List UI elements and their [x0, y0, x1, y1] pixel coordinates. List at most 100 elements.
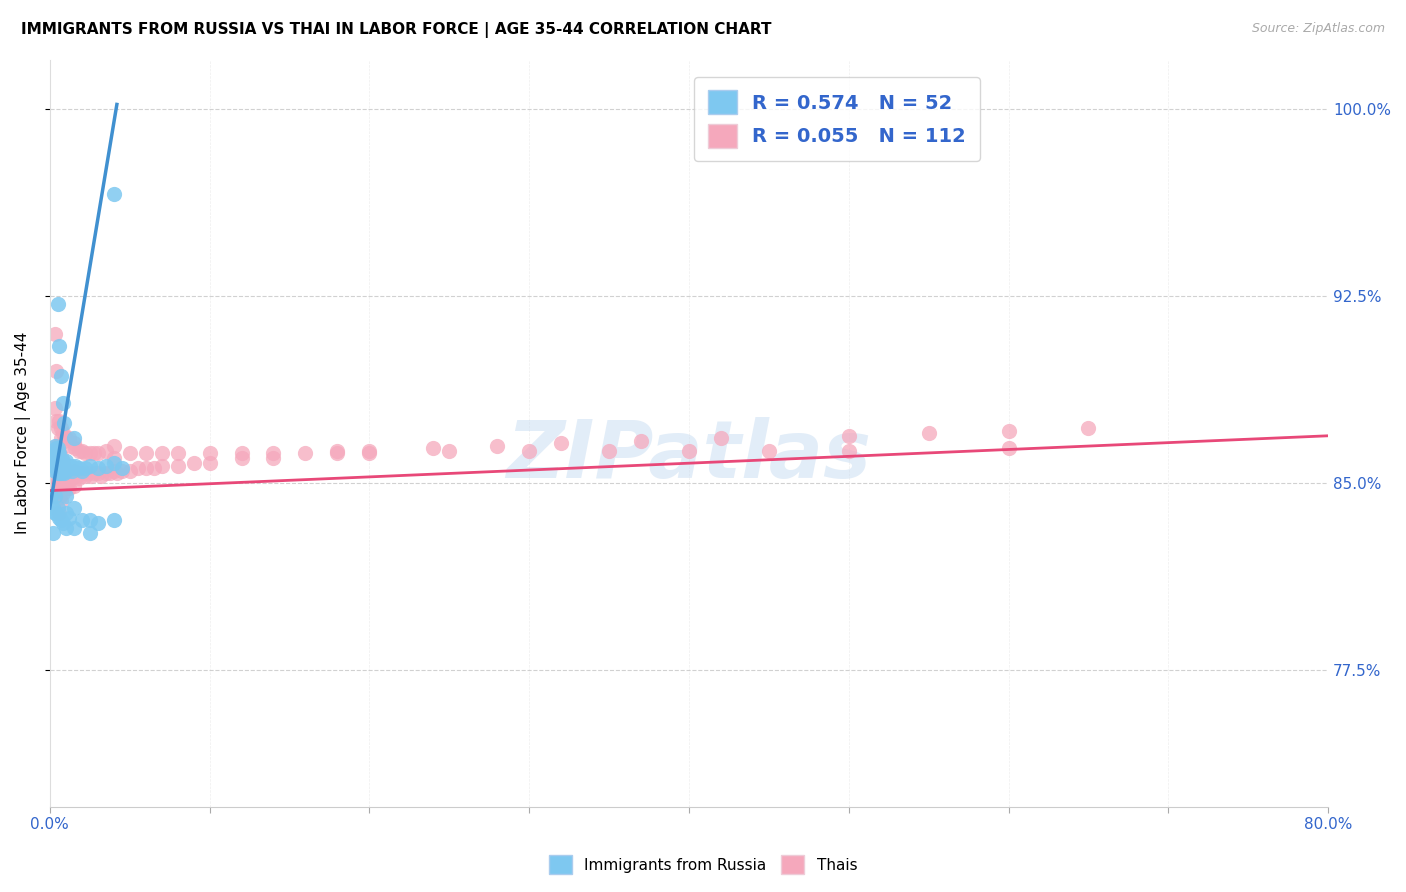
Point — [198, 456, 221, 470]
Point — [710, 431, 733, 445]
Point — [86, 446, 108, 460]
Point — [135, 446, 157, 460]
Point — [45, 456, 67, 470]
Point — [48, 511, 70, 525]
Point — [51, 453, 73, 467]
Point — [60, 464, 83, 478]
Point — [49, 369, 72, 384]
Point — [44, 464, 66, 478]
Point — [550, 436, 572, 450]
Point — [86, 466, 108, 480]
Point — [103, 514, 125, 528]
Point — [48, 339, 70, 353]
Point — [48, 461, 70, 475]
Point — [42, 451, 65, 466]
Point — [103, 456, 125, 470]
Point — [49, 466, 72, 480]
Point — [263, 446, 285, 460]
Point — [66, 468, 89, 483]
Point — [80, 468, 103, 483]
Point — [53, 458, 76, 473]
Point — [48, 456, 70, 470]
Point — [103, 451, 125, 466]
Point — [79, 458, 101, 473]
Point — [44, 326, 66, 341]
Point — [49, 464, 72, 478]
Point — [55, 521, 77, 535]
Point — [55, 506, 77, 520]
Point — [44, 506, 66, 520]
Point — [231, 446, 253, 460]
Point — [48, 461, 70, 475]
Point — [630, 434, 652, 448]
Point — [94, 443, 117, 458]
Point — [294, 446, 316, 460]
Point — [46, 443, 69, 458]
Point — [48, 491, 70, 505]
Point — [118, 446, 141, 460]
Point — [55, 464, 77, 478]
Point — [486, 439, 509, 453]
Point — [44, 481, 66, 495]
Point — [45, 456, 67, 470]
Point — [439, 443, 461, 458]
Point — [59, 439, 82, 453]
Point — [51, 486, 73, 500]
Point — [58, 461, 80, 475]
Point — [103, 464, 125, 478]
Point — [51, 458, 73, 473]
Point — [183, 456, 205, 470]
Point — [45, 506, 67, 520]
Point — [838, 443, 860, 458]
Point — [46, 451, 69, 466]
Point — [79, 514, 101, 528]
Point — [1077, 421, 1099, 435]
Point — [46, 442, 69, 456]
Point — [263, 451, 285, 466]
Point — [46, 446, 69, 460]
Point — [44, 401, 66, 416]
Point — [45, 486, 67, 500]
Point — [55, 453, 77, 467]
Point — [49, 514, 72, 528]
Point — [105, 466, 128, 480]
Point — [127, 461, 149, 475]
Point — [45, 446, 67, 460]
Point — [422, 442, 444, 456]
Point — [86, 516, 108, 530]
Point — [79, 446, 101, 460]
Point — [55, 489, 77, 503]
Point — [59, 468, 82, 483]
Point — [83, 446, 105, 460]
Point — [46, 474, 69, 488]
Point — [45, 451, 67, 466]
Point — [55, 466, 77, 480]
Point — [49, 493, 72, 508]
Point — [51, 396, 73, 410]
Point — [62, 436, 84, 450]
Point — [49, 431, 72, 445]
Point — [45, 414, 67, 428]
Point — [100, 466, 122, 480]
Text: IMMIGRANTS FROM RUSSIA VS THAI IN LABOR FORCE | AGE 35-44 CORRELATION CHART: IMMIGRANTS FROM RUSSIA VS THAI IN LABOR … — [21, 22, 772, 38]
Point — [56, 461, 79, 475]
Point — [49, 456, 72, 470]
Point — [56, 478, 79, 492]
Point — [59, 458, 82, 473]
Point — [53, 478, 76, 492]
Point — [42, 525, 65, 540]
Point — [62, 521, 84, 535]
Point — [118, 464, 141, 478]
Text: ZIPatlas: ZIPatlas — [506, 417, 872, 495]
Point — [58, 466, 80, 480]
Point — [758, 443, 780, 458]
Point — [70, 464, 93, 478]
Point — [90, 468, 112, 483]
Point — [53, 466, 76, 480]
Point — [917, 426, 939, 441]
Point — [53, 434, 76, 448]
Point — [103, 187, 125, 202]
Point — [45, 442, 67, 456]
Point — [49, 449, 72, 463]
Point — [103, 439, 125, 453]
